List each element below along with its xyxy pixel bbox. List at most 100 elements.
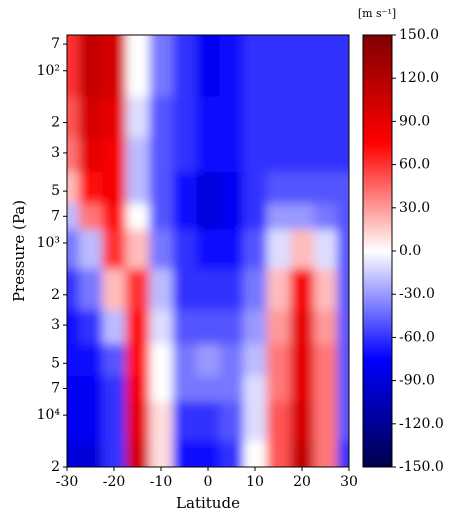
field-cell xyxy=(149,35,174,58)
field-cell xyxy=(125,344,150,377)
field-cell xyxy=(78,229,103,270)
y-tick-label: 10² xyxy=(37,63,60,79)
y-tick-label: 7 xyxy=(51,380,60,396)
y-tick-label: 7 xyxy=(51,36,60,52)
field-cell xyxy=(149,57,174,98)
field-cell xyxy=(125,268,150,311)
field-cell xyxy=(196,57,221,98)
contour-field xyxy=(67,35,349,467)
field-cell xyxy=(243,96,268,139)
field-cell xyxy=(67,96,80,139)
field-cell xyxy=(243,401,268,442)
field-cell xyxy=(243,137,268,173)
field-cell xyxy=(172,441,197,467)
field-cell xyxy=(102,57,127,98)
field-cell xyxy=(67,57,80,98)
field-cell xyxy=(313,309,338,345)
field-cell xyxy=(78,172,103,205)
field-cell xyxy=(67,229,80,270)
y-tick-label: 3 xyxy=(51,317,60,333)
y-tick-label: 10³ xyxy=(37,235,60,251)
field-cell xyxy=(290,441,315,467)
field-cell xyxy=(243,203,268,231)
field-cell xyxy=(290,375,315,403)
field-cell xyxy=(313,137,338,173)
field-cell xyxy=(125,203,150,231)
field-cell xyxy=(313,172,338,205)
field-cell xyxy=(196,229,221,270)
field-cell xyxy=(266,172,291,205)
colorbar-tick-label: 60.0 xyxy=(399,157,430,173)
field-cell xyxy=(290,309,315,345)
field-cell xyxy=(219,344,244,377)
field-cell xyxy=(67,203,80,231)
field-cell xyxy=(337,268,349,311)
field-cell xyxy=(266,137,291,173)
field-cell xyxy=(67,401,80,442)
field-cell xyxy=(313,344,338,377)
field-cell xyxy=(266,401,291,442)
field-cell xyxy=(149,268,174,311)
field-cell xyxy=(172,401,197,442)
field-cell xyxy=(102,172,127,205)
field-cell xyxy=(125,57,150,98)
field-cell xyxy=(313,57,338,98)
field-cell xyxy=(172,35,197,58)
field-cell xyxy=(337,35,349,58)
field-cell xyxy=(102,309,127,345)
field-cell xyxy=(219,441,244,467)
field-cell xyxy=(78,137,103,173)
field-cell xyxy=(243,35,268,58)
field-cell xyxy=(290,172,315,205)
field-cell xyxy=(196,344,221,377)
field-cell xyxy=(102,441,127,467)
field-layer xyxy=(67,35,349,467)
field-cell xyxy=(266,203,291,231)
field-cell xyxy=(102,137,127,173)
field-cell xyxy=(78,203,103,231)
field-cell xyxy=(337,203,349,231)
field-cell xyxy=(149,137,174,173)
field-cell xyxy=(337,137,349,173)
field-cell xyxy=(78,401,103,442)
y-tick-label: 10⁴ xyxy=(37,407,61,423)
field-cell xyxy=(196,96,221,139)
field-cell xyxy=(125,441,150,467)
field-cell xyxy=(172,172,197,205)
field-cell xyxy=(219,172,244,205)
field-cell xyxy=(290,344,315,377)
field-cell xyxy=(172,375,197,403)
field-cell xyxy=(149,203,174,231)
x-tick-label: 30 xyxy=(340,474,358,490)
colorbar xyxy=(363,35,392,467)
field-cell xyxy=(219,35,244,58)
field-cell xyxy=(172,344,197,377)
colorbar-tick-label: -120.0 xyxy=(399,416,444,432)
field-cell xyxy=(313,229,338,270)
field-cell xyxy=(337,309,349,345)
field-cell xyxy=(313,375,338,403)
field-cell xyxy=(125,309,150,345)
field-cell xyxy=(78,309,103,345)
field-cell xyxy=(219,268,244,311)
y-tick-label: 3 xyxy=(51,145,60,161)
field-cell xyxy=(78,441,103,467)
x-tick-label: -30 xyxy=(56,474,79,490)
field-cell xyxy=(337,344,349,377)
field-cell xyxy=(102,35,127,58)
field-cell xyxy=(149,172,174,205)
colorbar-tick-label: 90.0 xyxy=(399,113,430,129)
field-cell xyxy=(125,229,150,270)
field-cell xyxy=(219,309,244,345)
field-cell xyxy=(243,57,268,98)
field-cell xyxy=(196,35,221,58)
field-cell xyxy=(313,35,338,58)
colorbar-tick-label: 120.0 xyxy=(399,70,439,86)
field-cell xyxy=(172,229,197,270)
field-cell xyxy=(337,57,349,98)
field-cell xyxy=(290,35,315,58)
colorbar-tick-label: -60.0 xyxy=(399,329,435,345)
colorbar-tick-label: 30.0 xyxy=(399,200,430,216)
field-cell xyxy=(78,344,103,377)
